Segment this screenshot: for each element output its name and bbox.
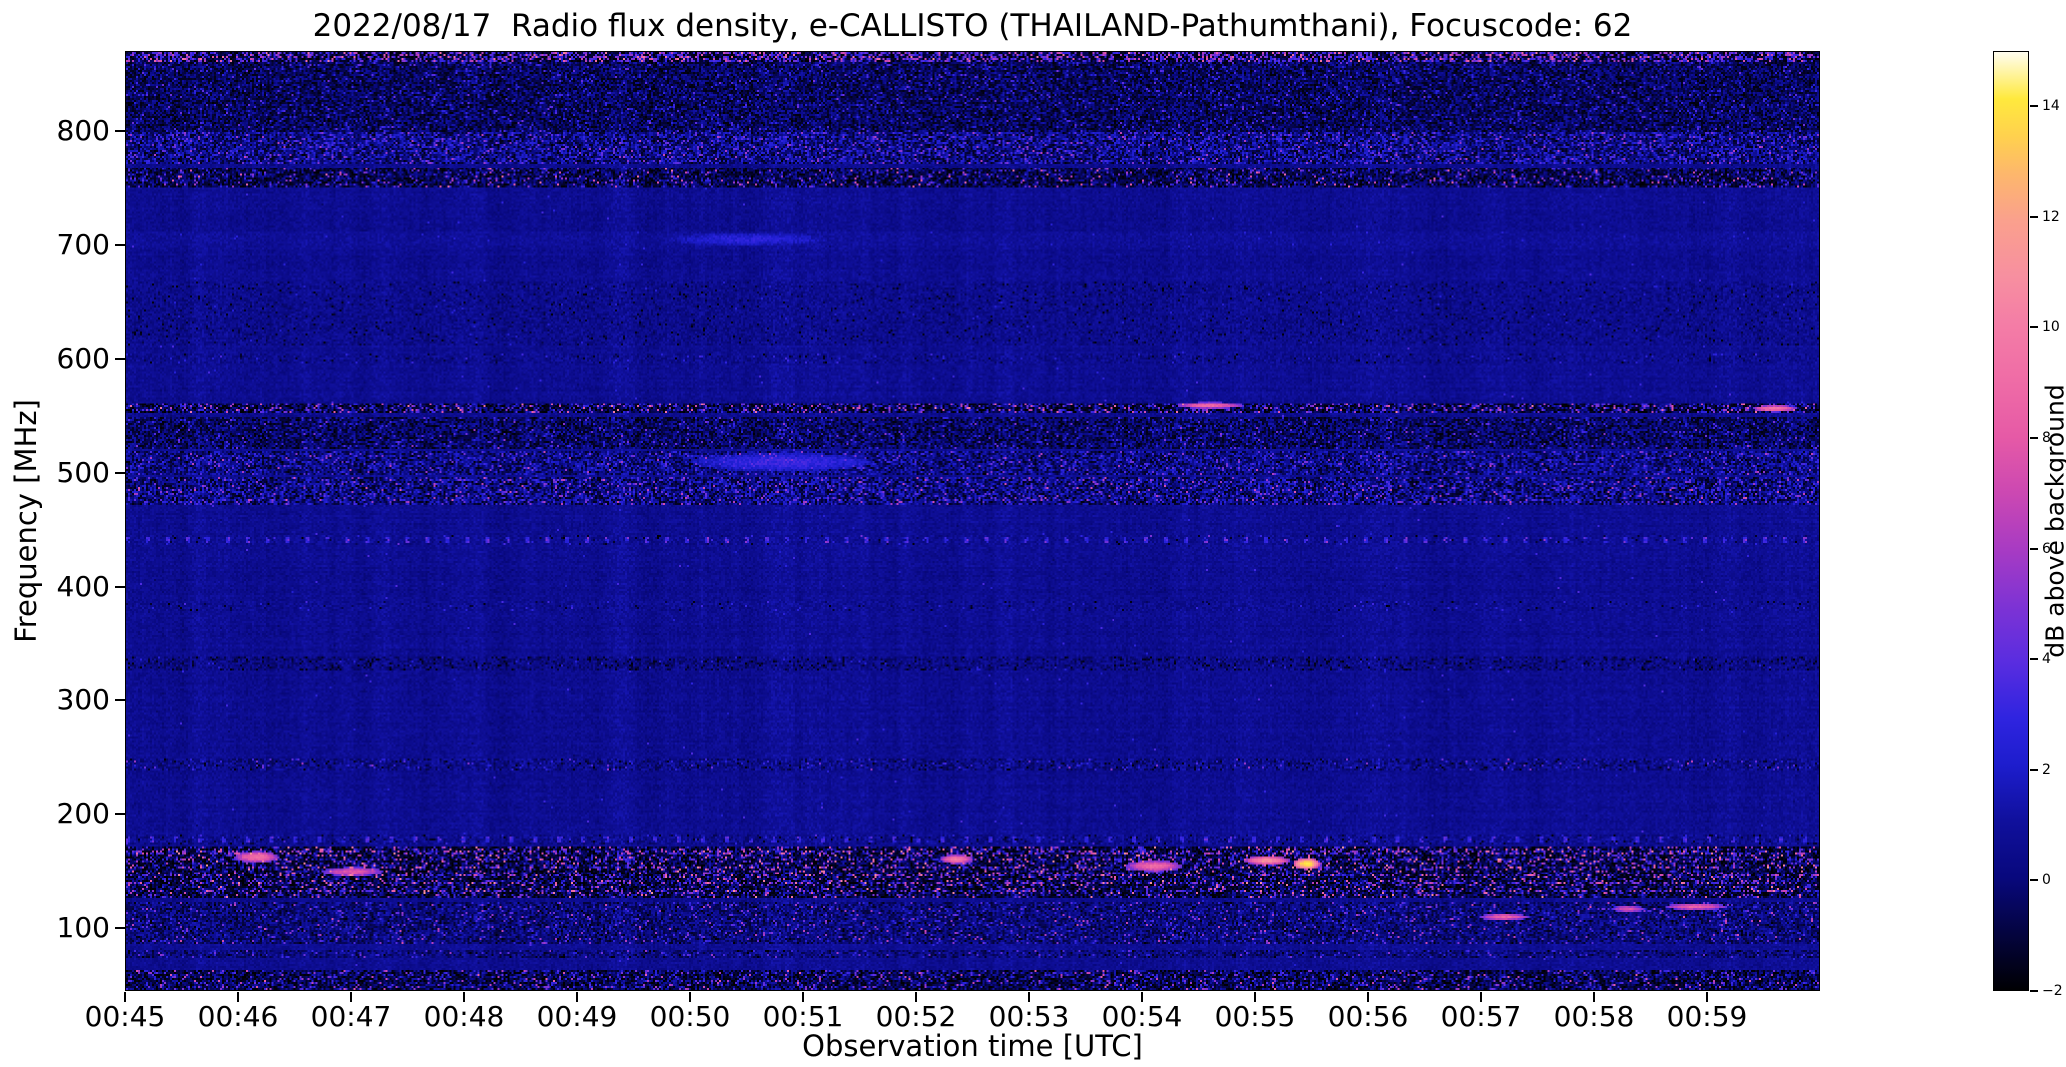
y-tick-label: 600 bbox=[56, 341, 110, 375]
x-tick-label: 00:59 bbox=[1666, 1000, 1748, 1033]
colorbar-tick-label: 0 bbox=[2042, 872, 2051, 889]
x-tick-mark bbox=[1367, 992, 1369, 1002]
y-tick-mark bbox=[115, 927, 125, 930]
colorbar-tick-mark bbox=[2030, 879, 2038, 882]
x-tick-mark bbox=[1028, 992, 1030, 1002]
y-tick-label: 700 bbox=[56, 227, 110, 261]
colorbar-gradient bbox=[1993, 51, 2029, 991]
y-tick-mark bbox=[115, 813, 125, 816]
y-tick-label: 300 bbox=[56, 683, 110, 717]
x-tick-mark bbox=[689, 992, 691, 1002]
x-tick-label: 00:56 bbox=[1327, 1000, 1409, 1033]
y-tick-label: 400 bbox=[56, 569, 110, 603]
x-tick-mark bbox=[915, 992, 917, 1002]
x-tick-label: 00:50 bbox=[649, 1000, 731, 1033]
x-tick-mark bbox=[124, 992, 126, 1002]
y-tick-mark bbox=[115, 471, 125, 474]
x-tick-mark bbox=[463, 992, 465, 1002]
x-tick-mark bbox=[350, 992, 352, 1002]
colorbar-tick-mark bbox=[2030, 658, 2038, 661]
y-tick-mark bbox=[115, 129, 125, 132]
y-tick-label: 800 bbox=[56, 113, 110, 147]
colorbar-tick-label: 8 bbox=[2042, 430, 2051, 447]
colorbar-tick-label: 6 bbox=[2042, 540, 2051, 557]
x-tick-mark bbox=[1593, 992, 1595, 1002]
x-tick-mark bbox=[1254, 992, 1256, 1002]
y-tick-mark bbox=[115, 699, 125, 702]
y-axis-label: Frequency [MHz] bbox=[9, 399, 43, 643]
x-tick-label: 00:45 bbox=[84, 1000, 166, 1033]
spectrogram-heatmap bbox=[126, 52, 1819, 990]
colorbar-tick-label: 2 bbox=[2042, 761, 2051, 778]
colorbar-tick-label: 12 bbox=[2042, 208, 2060, 225]
x-tick-label: 00:47 bbox=[310, 1000, 392, 1033]
x-tick-label: 00:53 bbox=[988, 1000, 1070, 1033]
y-tick-mark bbox=[115, 243, 125, 246]
colorbar-tick-mark bbox=[2030, 768, 2038, 771]
colorbar-tick-label: −2 bbox=[2042, 983, 2063, 999]
colorbar-tick-mark bbox=[2030, 105, 2038, 108]
y-tick-label: 100 bbox=[56, 911, 110, 945]
colorbar-tick-mark bbox=[2030, 547, 2038, 550]
chart-title: 2022/08/17 Radio flux density, e-CALLIST… bbox=[312, 8, 1633, 44]
x-tick-label: 00:55 bbox=[1214, 1000, 1296, 1033]
y-tick-mark bbox=[115, 357, 125, 360]
y-tick-label: 500 bbox=[56, 455, 110, 489]
x-tick-mark bbox=[237, 992, 239, 1002]
x-tick-label: 00:51 bbox=[762, 1000, 844, 1033]
x-tick-label: 00:52 bbox=[875, 1000, 957, 1033]
x-axis-label: Observation time [UTC] bbox=[802, 1029, 1143, 1063]
x-tick-mark bbox=[576, 992, 578, 1002]
x-tick-mark bbox=[802, 992, 804, 1002]
colorbar-tick-label: 14 bbox=[2042, 98, 2060, 115]
x-tick-label: 00:57 bbox=[1440, 1000, 1522, 1033]
colorbar-tick-mark bbox=[2030, 437, 2038, 440]
x-tick-mark bbox=[1141, 992, 1143, 1002]
x-tick-label: 00:49 bbox=[536, 1000, 618, 1033]
x-tick-mark bbox=[1480, 992, 1482, 1002]
x-tick-label: 00:48 bbox=[423, 1000, 505, 1033]
x-tick-mark bbox=[1706, 992, 1708, 1002]
colorbar-label: dB above background bbox=[2040, 384, 2066, 658]
x-tick-label: 00:46 bbox=[197, 1000, 279, 1033]
colorbar-tick-label: 4 bbox=[2042, 651, 2051, 668]
colorbar-tick-mark bbox=[2030, 326, 2038, 329]
y-tick-mark bbox=[115, 585, 125, 588]
colorbar-tick-mark bbox=[2030, 215, 2038, 218]
x-tick-label: 00:58 bbox=[1553, 1000, 1635, 1033]
y-tick-label: 200 bbox=[56, 797, 110, 831]
x-tick-label: 00:54 bbox=[1101, 1000, 1183, 1033]
plot-area bbox=[125, 51, 1820, 991]
colorbar-tick-mark bbox=[2030, 990, 2038, 992]
colorbar-tick-label: 10 bbox=[2042, 319, 2060, 336]
